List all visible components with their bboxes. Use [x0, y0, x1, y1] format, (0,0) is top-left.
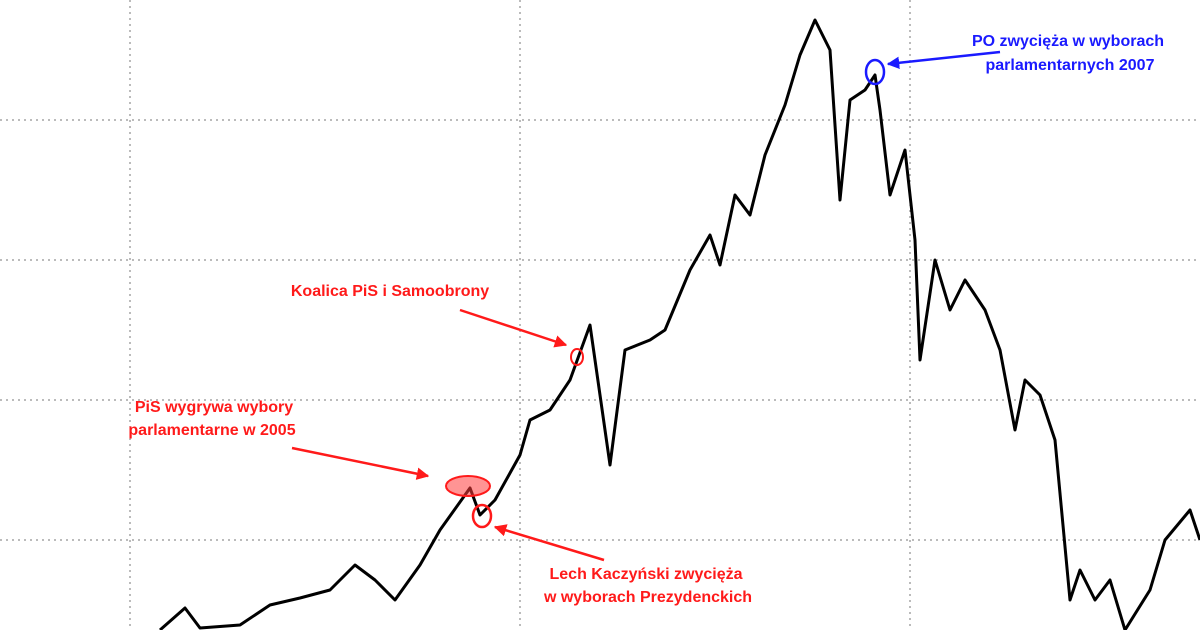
highlight [864, 58, 886, 86]
annotation-text: PO zwycięża w wyborach [972, 33, 1164, 50]
arrow [493, 524, 605, 562]
highlight [570, 348, 584, 366]
annotation-text: Koalica PiS i Samoobrony [291, 283, 489, 300]
highlight [445, 475, 491, 497]
highlight [471, 503, 493, 529]
arrow [886, 50, 1001, 70]
annotation-text: Lech Kaczyński zwycięża [550, 566, 743, 583]
annotation-text: PiS wygrywa wybory [135, 399, 293, 416]
arrow [291, 446, 430, 480]
plot [159, 18, 1200, 630]
annotation-text: parlamentarne w 2005 [128, 422, 295, 439]
price-line [159, 18, 1200, 630]
annotation-text: w wyborach Prezydenckich [543, 589, 752, 606]
annotation-text: parlamentarnych 2007 [986, 57, 1155, 74]
arrow [459, 308, 568, 348]
annotation-marks [291, 50, 1001, 562]
